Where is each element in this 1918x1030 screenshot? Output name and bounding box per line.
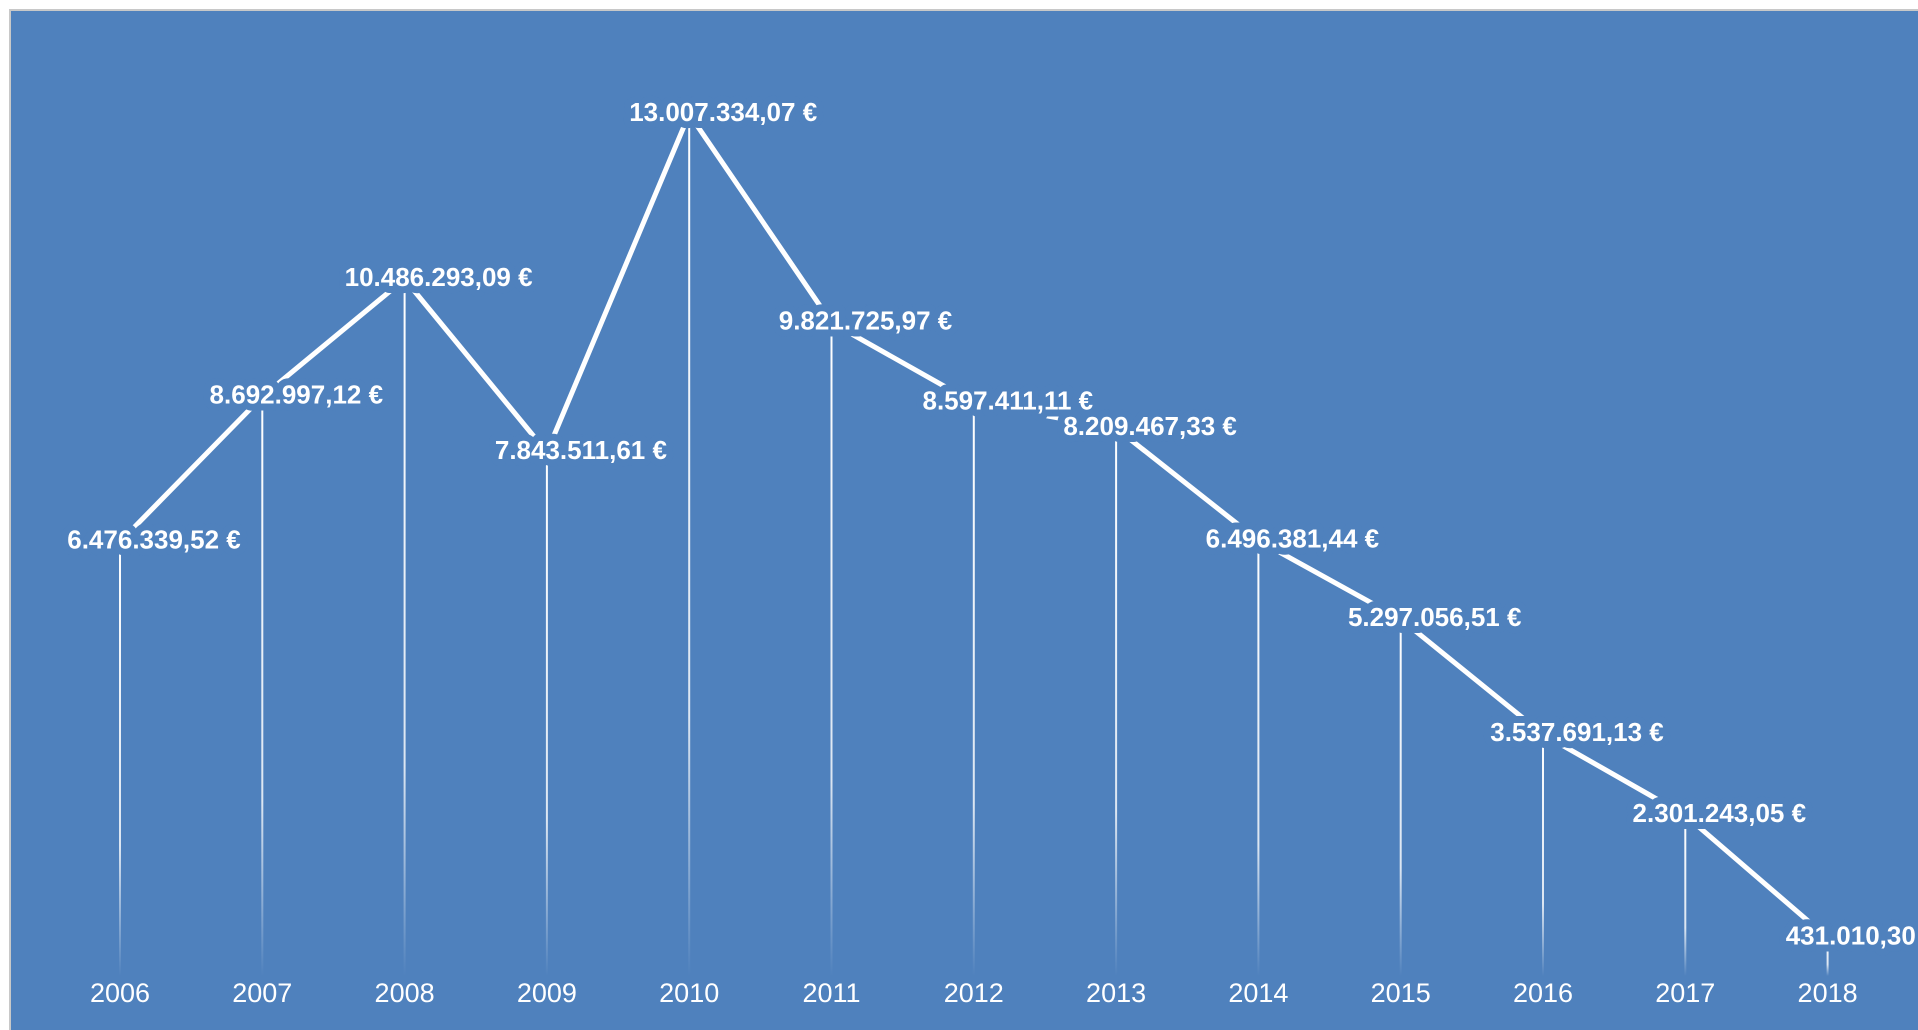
data-label: 13.007.334,07 €	[629, 97, 817, 127]
drop-line	[1684, 815, 1687, 976]
x-tick-label: 2015	[1371, 978, 1431, 1008]
drop-line	[830, 322, 833, 977]
drop-line	[119, 541, 121, 976]
data-label: 8.692.997,12 €	[210, 379, 384, 409]
drop-line	[1826, 937, 1829, 976]
drop-line	[688, 114, 691, 976]
x-tick-label: 2016	[1513, 978, 1573, 1008]
x-tick-label: 2007	[232, 978, 292, 1008]
data-label: 3.537.691,13 €	[1490, 717, 1664, 747]
drop-line	[1542, 734, 1544, 976]
drop-line	[403, 279, 406, 977]
x-tick-label: 2011	[802, 978, 860, 1008]
x-tick-label: 2012	[944, 978, 1004, 1008]
data-label: 9.821.725,97 €	[779, 306, 953, 336]
data-label: 7.843.511,61 €	[495, 435, 667, 465]
x-tick-label: 2010	[659, 978, 719, 1008]
x-tick-label: 2008	[375, 978, 435, 1008]
drop-line	[1399, 619, 1402, 976]
data-label: 5.297.056,51 €	[1348, 602, 1522, 632]
data-label: 6.476.339,52 €	[67, 525, 241, 555]
drop-line	[261, 396, 264, 976]
drop-line	[545, 452, 548, 976]
drop-line	[1115, 428, 1118, 976]
data-label: 431.010,30 €	[1786, 921, 1918, 951]
drop-line	[972, 402, 975, 977]
x-tick-label: 2017	[1655, 978, 1715, 1008]
x-tick-label: 2014	[1228, 978, 1288, 1008]
x-tick-label: 2006	[90, 978, 150, 1008]
data-label: 10.486.293,09 €	[345, 262, 533, 292]
data-label: 6.496.381,44 €	[1206, 523, 1380, 553]
data-label: 8.209.467,33 €	[1063, 411, 1237, 441]
data-label: 2.301.243,05 €	[1633, 798, 1807, 828]
x-tick-label: 2009	[517, 978, 577, 1008]
plot-background	[9, 9, 1918, 1030]
x-tick-label: 2013	[1086, 978, 1146, 1008]
drop-line	[1257, 540, 1260, 976]
data-label: 8.597.411,11 €	[922, 386, 1093, 416]
line	[118, 111, 1830, 940]
x-tick-label: 2018	[1798, 978, 1858, 1008]
